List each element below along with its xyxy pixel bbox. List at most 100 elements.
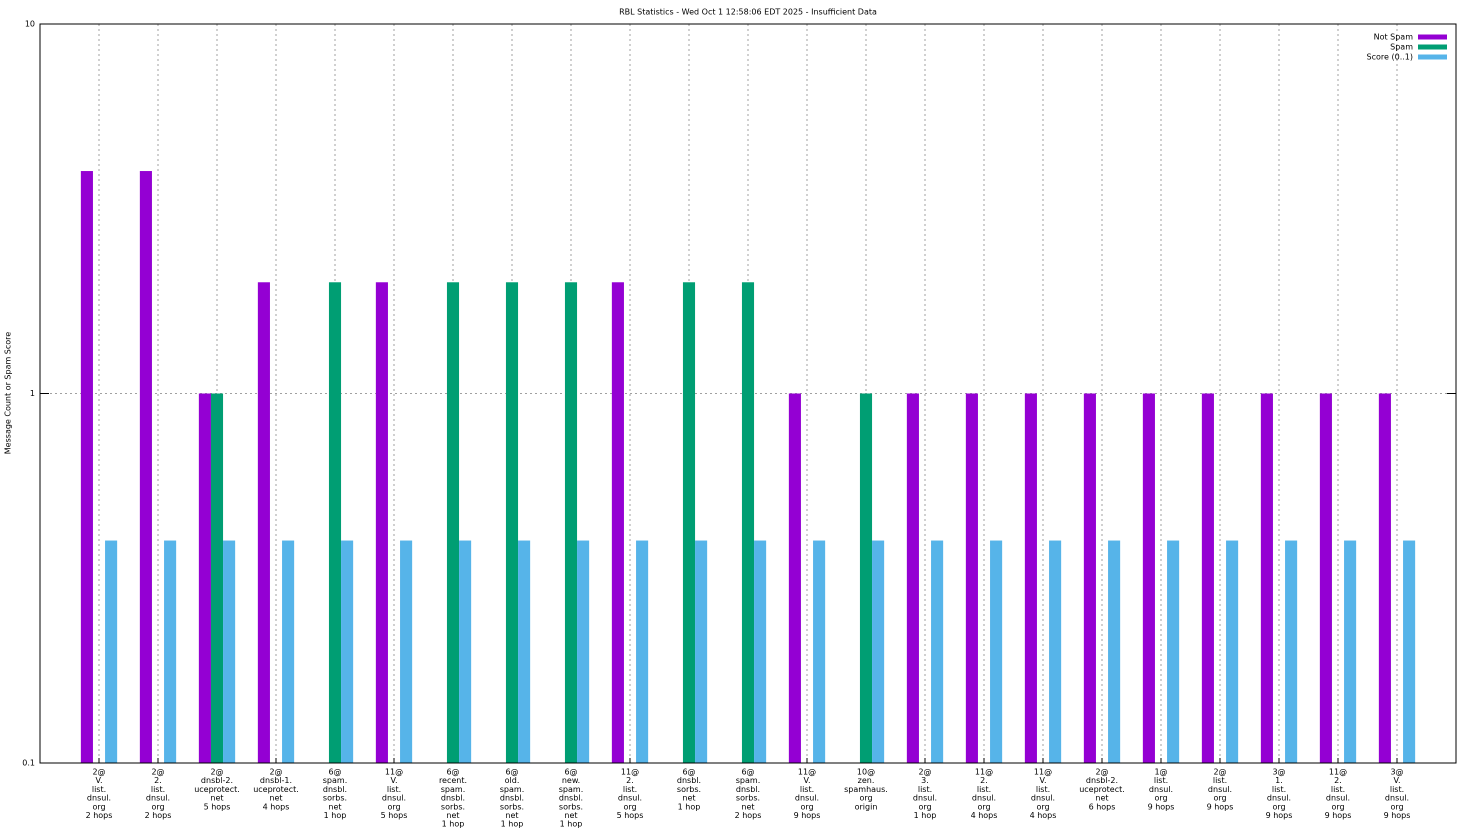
bar xyxy=(400,540,413,763)
x-tick-label: 2@ xyxy=(269,768,282,777)
x-tick-label: list. xyxy=(1213,776,1227,785)
x-tick-label: 4 hops xyxy=(263,802,290,811)
bar xyxy=(375,282,388,763)
x-tick-label: list. xyxy=(977,785,991,794)
x-tick-label: net xyxy=(564,811,577,820)
x-tick-label: net xyxy=(269,794,282,803)
x-tick-label: dnsbl. xyxy=(736,785,760,794)
x-tick-label: new. xyxy=(562,776,580,785)
x-tick-label: sorbs. xyxy=(500,802,524,811)
x-tick-label: net xyxy=(210,794,223,803)
x-tick-label: 2@ xyxy=(1213,768,1226,777)
bar xyxy=(282,540,295,763)
x-tick-label: 5 hops xyxy=(204,802,231,811)
x-tick-label: org xyxy=(151,802,164,811)
bar xyxy=(446,282,460,763)
bar xyxy=(1285,540,1298,763)
legend-label: Not Spam xyxy=(1374,33,1414,42)
x-tick-label: 5 hops xyxy=(617,811,644,820)
x-tick-label: 10@ xyxy=(857,768,875,777)
bar xyxy=(1201,393,1214,763)
bar xyxy=(341,540,354,763)
bar xyxy=(682,282,696,763)
x-tick-label: dnsul. xyxy=(972,794,996,803)
chart-title: RBL Statistics - Wed Oct 1 12:58:06 EDT … xyxy=(619,8,877,17)
bar xyxy=(257,282,270,763)
x-tick-label: 3@ xyxy=(1272,768,1285,777)
x-tick-label: 6@ xyxy=(505,768,518,777)
bar xyxy=(164,540,177,763)
x-tick-label: 2@ xyxy=(210,768,223,777)
x-tick-label: list. xyxy=(387,785,401,794)
bar xyxy=(198,393,211,763)
x-tick-label: list. xyxy=(151,785,165,794)
bar xyxy=(223,540,236,763)
x-tick-label: spam. xyxy=(559,785,583,794)
x-tick-label: V. xyxy=(1040,776,1047,785)
x-tick-label: list. xyxy=(1272,785,1286,794)
bar xyxy=(1260,393,1273,763)
x-tick-label: net xyxy=(741,802,754,811)
x-tick-label: 6 hops xyxy=(1089,802,1116,811)
x-tick-label: sorbs. xyxy=(441,802,465,811)
x-tick-label: dnsul. xyxy=(1031,794,1055,803)
x-tick-label: list. xyxy=(1036,785,1050,794)
bar xyxy=(518,540,531,763)
bar xyxy=(1108,540,1121,763)
x-tick-label: 11@ xyxy=(621,768,639,777)
x-tick-label: 2@ xyxy=(918,768,931,777)
x-tick-label: 6@ xyxy=(446,768,459,777)
x-tick-label: dnsul. xyxy=(146,794,170,803)
x-tick-label: 9 hops xyxy=(1266,811,1293,820)
x-tick-label: list. xyxy=(800,785,814,794)
x-tick-label: list. xyxy=(918,785,932,794)
x-tick-label: sorbs. xyxy=(323,794,347,803)
y-tick-label: 10 xyxy=(25,20,35,29)
x-tick-label: 11@ xyxy=(385,768,403,777)
x-tick-label: dnsbl. xyxy=(500,794,524,803)
x-tick-label: 1 hop xyxy=(501,820,524,828)
bar xyxy=(139,171,152,764)
x-tick-label: origin xyxy=(855,802,878,811)
x-tick-label: org xyxy=(1390,802,1403,811)
x-tick-label: org xyxy=(623,802,636,811)
x-tick-label: org xyxy=(918,802,931,811)
x-tick-label: 11@ xyxy=(975,768,993,777)
bar xyxy=(788,393,801,763)
x-tick-label: net xyxy=(505,811,518,820)
bar xyxy=(859,393,873,763)
x-tick-label: net xyxy=(682,794,695,803)
x-tick-label: net xyxy=(1095,794,1108,803)
x-tick-label: 2. xyxy=(154,776,162,785)
x-tick-label: 9 hops xyxy=(1325,811,1352,820)
x-tick-label: list. xyxy=(1331,785,1345,794)
x-tick-label: dnsul. xyxy=(1267,794,1291,803)
x-tick-label: V. xyxy=(391,776,398,785)
x-tick-label: dnsbl. xyxy=(323,785,347,794)
x-tick-label: 2 hops xyxy=(735,811,762,820)
x-tick-label: 2. xyxy=(626,776,634,785)
x-tick-label: 2@ xyxy=(1095,768,1108,777)
x-tick-label: spam. xyxy=(441,785,465,794)
x-tick-label: 4 hops xyxy=(971,811,998,820)
bar xyxy=(754,540,767,763)
x-tick-label: dnsbl. xyxy=(559,794,583,803)
bar xyxy=(1167,540,1180,763)
x-tick-label: 11@ xyxy=(1329,768,1347,777)
x-tick-label: uceprotect. xyxy=(194,785,240,794)
bar xyxy=(1226,540,1239,763)
x-tick-label: org xyxy=(1331,802,1344,811)
x-tick-label: 6@ xyxy=(328,768,341,777)
x-tick-label: dnsul. xyxy=(87,794,111,803)
bar xyxy=(872,540,885,763)
bar xyxy=(1403,540,1416,763)
x-tick-label: 2. xyxy=(980,776,988,785)
x-tick-label: 6@ xyxy=(741,768,754,777)
plot-border xyxy=(39,23,1457,764)
x-tick-label: dnsbl-2. xyxy=(1086,776,1118,785)
x-tick-label: 1@ xyxy=(1154,768,1167,777)
x-tick-label: 2. xyxy=(1334,776,1342,785)
bar xyxy=(105,540,118,763)
bar xyxy=(990,540,1003,763)
x-tick-label: 11@ xyxy=(798,768,816,777)
